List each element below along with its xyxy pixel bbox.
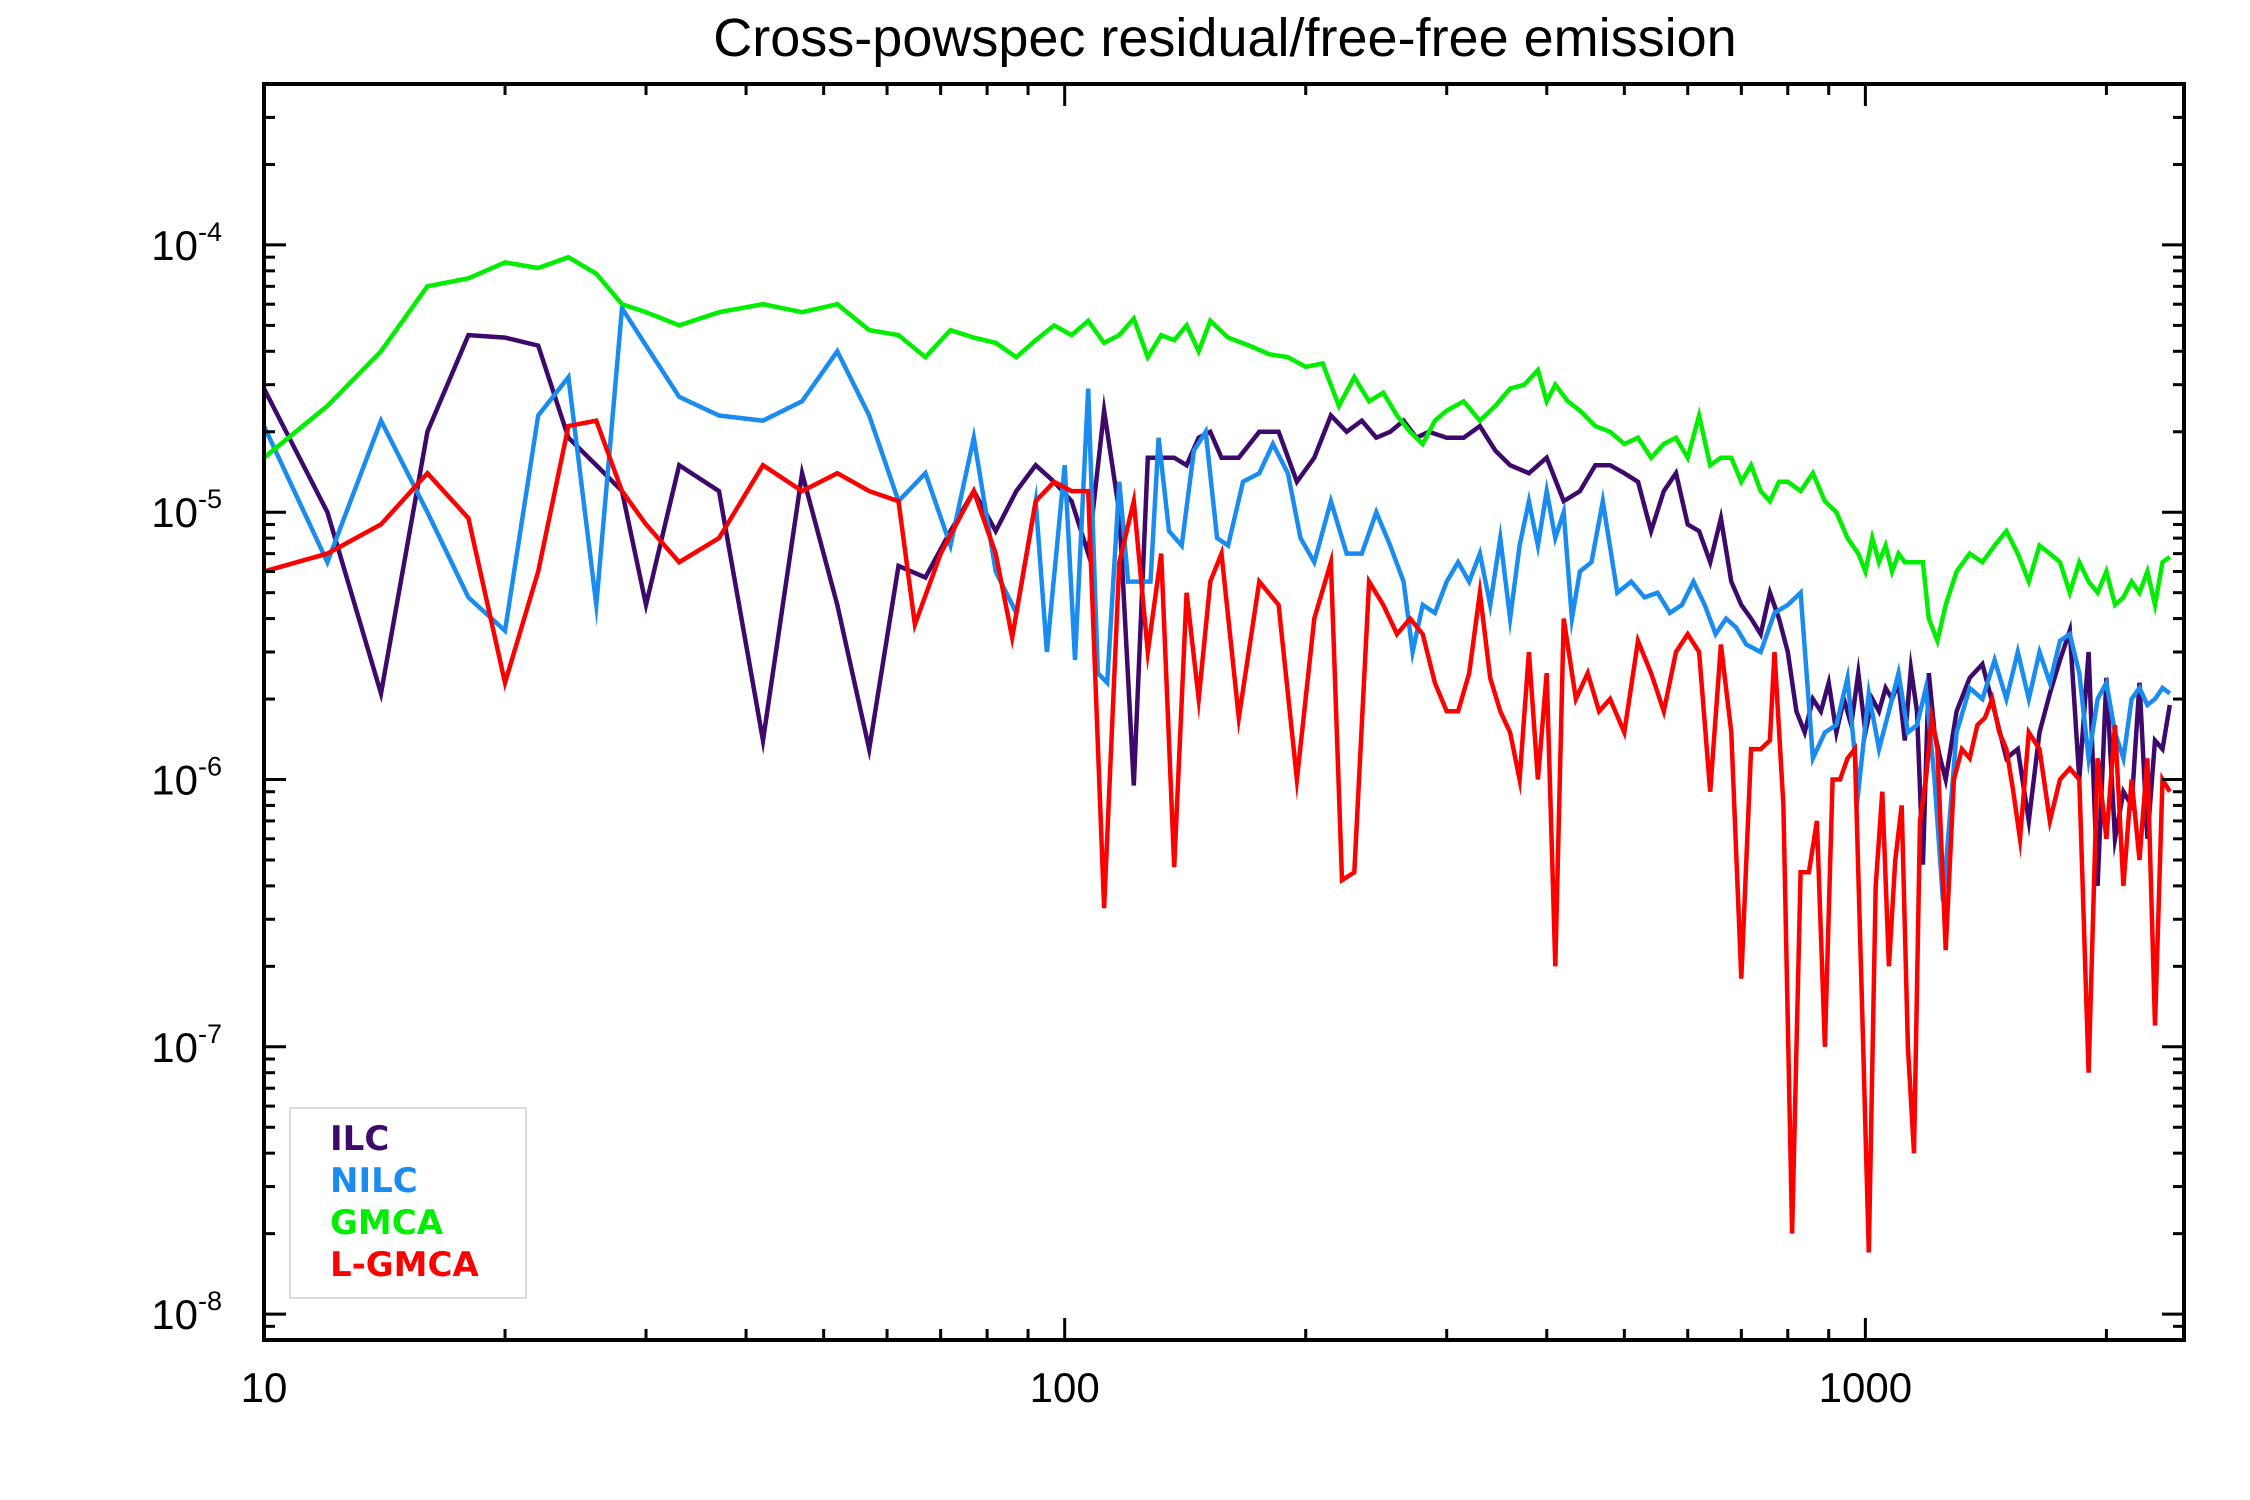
y-tick-label-base: 10 (151, 489, 198, 536)
y-tick-label: 10-5 (151, 484, 222, 536)
y-tick-label-base: 10 (151, 1024, 198, 1071)
y-tick-label: 10-6 (151, 752, 222, 804)
series-line-l-gmca (264, 418, 2172, 1253)
y-tick-label-exponent: -7 (198, 1019, 222, 1049)
legend-item-ilc: ILC (330, 1119, 389, 1159)
y-tick-label-base: 10 (151, 222, 198, 269)
x-tick-label: 1000 (1819, 1364, 1912, 1411)
y-tick-label-exponent: -8 (198, 1286, 222, 1316)
x-tick-label: 10 (241, 1364, 288, 1411)
series-line-ilc (264, 332, 2173, 886)
legend-item-gmca: GMCA (330, 1203, 444, 1243)
y-tick-label-base: 10 (151, 1291, 198, 1338)
y-tick-label: 10-4 (151, 217, 222, 269)
y-tick-label-exponent: -4 (198, 217, 222, 247)
plot-frame (262, 82, 2186, 1342)
x-tick-label: 100 (1030, 1364, 1100, 1411)
chart-title: Cross-powspec residual/free-free emissio… (713, 8, 1736, 68)
legend-box (289, 1107, 527, 1299)
y-tick-label: 10-7 (151, 1019, 222, 1071)
ticks-layer (262, 82, 2184, 1342)
series-layer (264, 254, 2173, 1253)
y-tick-label-base: 10 (151, 757, 198, 804)
series-line-gmca (264, 254, 2172, 649)
legend-item-nilc: NILC (330, 1161, 418, 1201)
y-tick-label-exponent: -6 (198, 752, 222, 782)
legend-item-l-gmca: L-GMCA (330, 1245, 479, 1285)
y-tick-label: 10-8 (151, 1286, 222, 1338)
y-tick-label-exponent: -5 (198, 484, 222, 514)
